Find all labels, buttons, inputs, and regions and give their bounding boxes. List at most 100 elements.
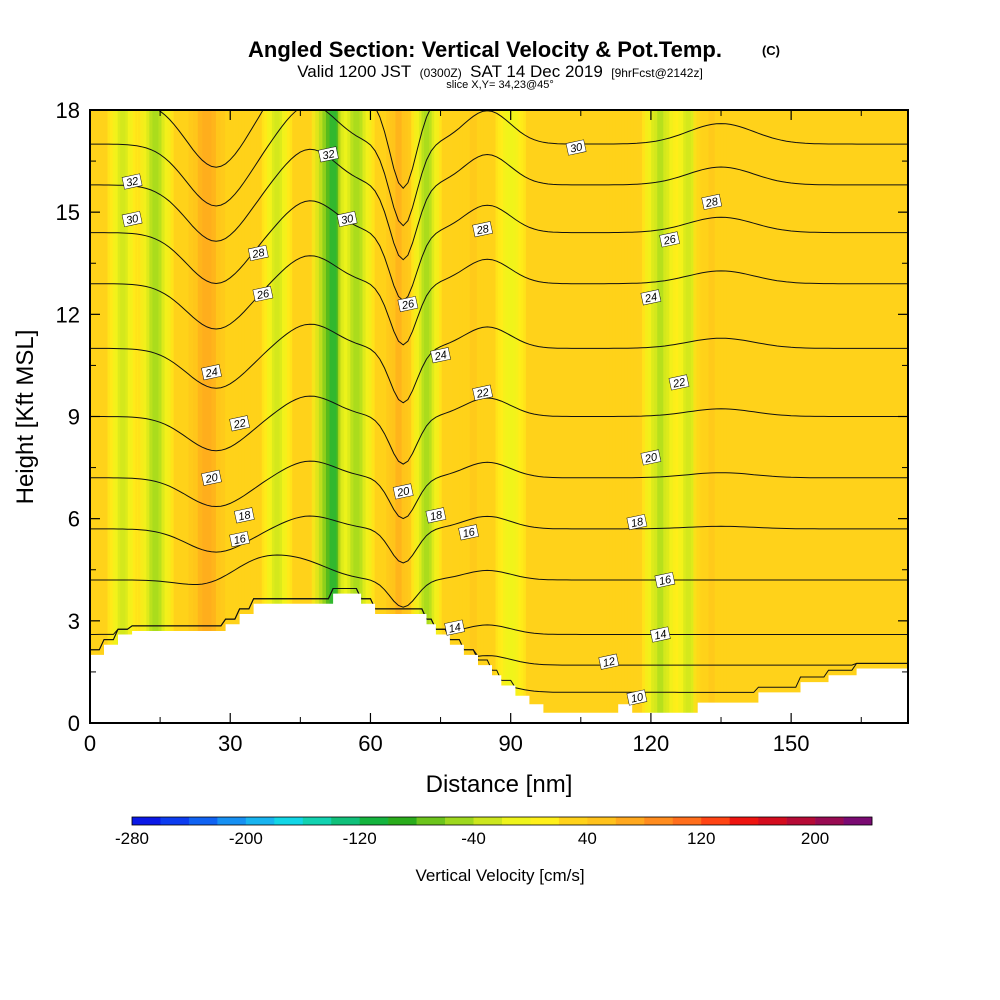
colorbar-swatch xyxy=(160,817,190,825)
velocity-band-14 xyxy=(708,110,715,723)
x-axis-label: Distance [nm] xyxy=(426,771,573,798)
contour-label-16: 16 xyxy=(458,524,479,541)
contour-label-box xyxy=(598,653,620,670)
colorbar-tick-label: 120 xyxy=(687,829,715,848)
x-tick-label: 90 xyxy=(498,731,522,756)
contour-label-28: 28 xyxy=(472,221,493,238)
theta-contour-28 xyxy=(90,200,908,302)
contour-label-box xyxy=(458,524,479,541)
contour-label-text: 16 xyxy=(462,526,477,540)
contour-label-box xyxy=(392,483,414,500)
contour-label-30: 30 xyxy=(121,210,143,227)
colorbar-swatch xyxy=(758,817,787,825)
contour-label-20: 20 xyxy=(201,469,222,486)
contour-label-box xyxy=(640,449,662,466)
colorbar-swatch xyxy=(644,817,674,825)
contour-label-text: 32 xyxy=(321,148,335,162)
velocity-bands xyxy=(107,110,730,723)
colorbar-swatch xyxy=(502,817,531,825)
x-tick-label: 30 xyxy=(218,731,242,756)
y-tick-label: 12 xyxy=(56,302,80,327)
velocity-band-12 xyxy=(657,110,664,723)
x-tick-label: 120 xyxy=(633,731,670,756)
copyright-mark: (C) xyxy=(762,43,780,58)
chart-title: Angled Section: Vertical Velocity & Pot.… xyxy=(248,37,722,62)
colorbar-swatch xyxy=(416,817,446,825)
colorbar-swatch xyxy=(843,817,873,825)
contour-label-text: 26 xyxy=(662,233,678,248)
contour-label-text: 18 xyxy=(630,516,645,530)
valid-time-line: Valid 1200 JST (0300Z) SAT 14 Dec 2019 [… xyxy=(297,62,703,81)
colorbar-swatch xyxy=(302,817,332,825)
contour-label-box xyxy=(640,289,662,306)
contour-label-text: 22 xyxy=(232,417,247,431)
colorbar-tick-label: 200 xyxy=(801,829,829,848)
contour-label-box xyxy=(397,296,419,313)
contour-label-24: 24 xyxy=(640,289,662,306)
colorbar-swatch xyxy=(530,817,560,825)
velocity-band-4 xyxy=(274,110,280,723)
contour-label-text: 26 xyxy=(400,298,416,313)
contour-label-12: 12 xyxy=(598,653,620,670)
colorbar-swatch xyxy=(245,817,275,825)
velocity-band-7 xyxy=(395,110,402,723)
valid-utc: (0300Z) xyxy=(420,66,462,80)
y-tick-label: 0 xyxy=(68,711,80,736)
theta-contour-26 xyxy=(90,255,908,346)
colorbar-swatch xyxy=(729,817,759,825)
theta-contour-32 xyxy=(90,110,908,227)
contour-label-box xyxy=(201,364,222,381)
colorbar-swatch xyxy=(388,817,417,825)
contour-label-22: 22 xyxy=(229,415,250,432)
contour-label-box xyxy=(336,210,358,228)
contour-labels: 10 12 14 14 16 16 16 18 18 18 20 20 20 22 22 22 24 24 24 26… xyxy=(121,139,723,706)
y-tick-label: 6 xyxy=(68,507,80,532)
contour-label-30: 30 xyxy=(336,210,358,228)
theta-contour-18 xyxy=(90,515,908,564)
colorbar-swatch xyxy=(558,817,588,825)
plot-area: 10 12 14 14 16 16 16 18 18 18 20 20 20 22 22 22 24 24 24 26… xyxy=(90,110,908,723)
contour-label-14: 14 xyxy=(444,619,465,636)
velocity-band-10 xyxy=(508,110,514,723)
colorbar-swatch xyxy=(359,817,389,825)
contour-label-text: 26 xyxy=(255,288,271,303)
y-tick-label: 9 xyxy=(68,405,80,430)
valid-date: SAT 14 Dec 2019 xyxy=(470,62,603,81)
contour-label-box xyxy=(649,626,671,643)
contour-label-10: 10 xyxy=(626,689,648,706)
contour-label-text: 24 xyxy=(203,366,218,380)
contour-label-30: 30 xyxy=(565,139,587,156)
colorbar: -280 -200 -120 -40 40 120 200 xyxy=(115,816,873,848)
contour-label-text: 20 xyxy=(395,485,411,500)
contour-label-text: 30 xyxy=(569,141,584,155)
contour-label-16: 16 xyxy=(229,531,250,547)
contour-label-18: 18 xyxy=(626,514,648,530)
theta-contour-14 xyxy=(90,588,908,635)
colorbar-tick-label: -200 xyxy=(229,829,263,848)
theta-contour-34 xyxy=(157,110,431,189)
forecast-info: [9hrFcst@2142z] xyxy=(611,66,703,80)
colorbar-swatch xyxy=(445,817,474,825)
colorbar-swatch xyxy=(786,817,816,825)
theta-contour-20 xyxy=(90,460,908,520)
velocity-band-5 xyxy=(329,110,337,723)
x-tick-label: 0 xyxy=(84,731,96,756)
contour-label-text: 14 xyxy=(448,621,462,635)
colorbar-tick-label: -120 xyxy=(343,829,377,848)
contour-label-24: 24 xyxy=(430,347,451,364)
theta-contours xyxy=(90,110,908,693)
colorbar-frame xyxy=(131,816,873,826)
contour-label-22: 22 xyxy=(472,384,493,401)
valid-prefix: Valid 1200 JST xyxy=(297,62,411,81)
contour-label-box xyxy=(472,221,493,238)
contour-label-26: 26 xyxy=(252,285,274,303)
contour-label-box xyxy=(430,347,451,364)
contour-label-text: 28 xyxy=(250,247,266,262)
colorbar-swatch xyxy=(132,817,161,825)
contour-label-box xyxy=(444,619,465,636)
contour-label-14: 14 xyxy=(649,626,671,643)
contour-label-box xyxy=(229,415,250,432)
terrain xyxy=(90,593,908,723)
contour-label-box xyxy=(626,689,648,706)
contour-label-text: 20 xyxy=(643,451,659,466)
